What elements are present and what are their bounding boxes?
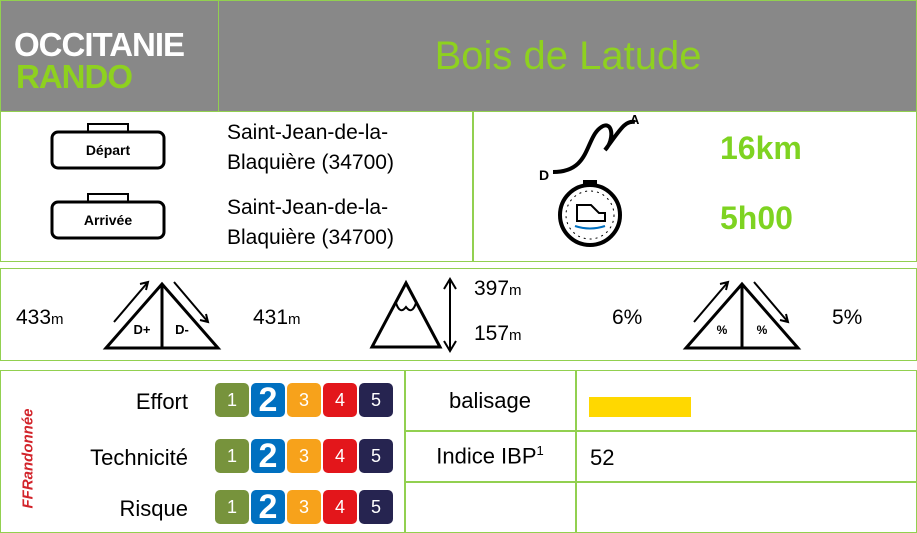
difficulty-level: 3 <box>287 490 321 524</box>
difficulty-label: Effort <box>135 389 188 414</box>
slope-icon: % % <box>682 280 802 350</box>
divider <box>575 370 577 533</box>
slope-icon-down: % <box>757 323 768 337</box>
gain: 433m <box>16 306 64 330</box>
difficulty-level: 2 <box>251 488 285 526</box>
altitude-icon <box>369 277 457 353</box>
difficulty-level: 3 <box>287 439 321 473</box>
gain-loss-icon: D+ D- <box>102 280 222 350</box>
profile-end: A <box>630 112 640 127</box>
route-icons: D A <box>539 112 640 247</box>
depart-icon: Départ <box>50 123 166 170</box>
difficulty-level: 1 <box>215 383 249 417</box>
slope-up: 6% <box>612 306 643 329</box>
federation-name: FFRandonnée <box>19 408 37 509</box>
divider <box>404 430 917 432</box>
difficulty-level: 5 <box>359 439 393 473</box>
loss-icon-label: D- <box>175 322 189 337</box>
arrivee-place: Saint-Jean-de-la-Blaquière (34700) <box>227 196 394 249</box>
max-unit: m <box>509 282 522 299</box>
arrivee-icon: Arrivée <box>50 193 166 240</box>
gain-unit: m <box>51 311 64 328</box>
arrivee-label: Arrivée <box>84 212 132 228</box>
balisage-label: balisage <box>449 388 531 413</box>
difficulty-level: 4 <box>323 383 357 417</box>
slope-icon-up: % <box>717 323 728 337</box>
difficulty-level: 1 <box>215 439 249 473</box>
federation-logo: FFRandonnée <box>8 405 48 525</box>
difficulty-level: 3 <box>287 383 321 417</box>
difficulty-level: 2 <box>251 381 285 419</box>
difficulty-level: 4 <box>323 439 357 473</box>
title: Bois de Latude <box>434 34 702 78</box>
loss: 431m <box>253 306 301 330</box>
balisage-color <box>589 397 691 417</box>
loss-value: 431 <box>253 306 289 329</box>
loss-unit: m <box>288 311 301 328</box>
header <box>0 0 917 112</box>
difficulty-level: 1 <box>215 490 249 524</box>
gain-icon-label: D+ <box>134 322 151 337</box>
ibp-label: Indice IBP1 <box>405 443 575 469</box>
difficulty-level: 2 <box>251 437 285 475</box>
slope-down: 5% <box>832 306 863 329</box>
logo-line2: RANDO <box>16 58 133 95</box>
divider <box>404 481 917 483</box>
distance: 16km <box>720 130 802 166</box>
ibp-text: Indice IBP <box>436 443 537 469</box>
gain-value: 433 <box>16 306 52 329</box>
divider <box>472 111 474 262</box>
min-altitude: 157m <box>474 322 522 346</box>
duration: 5h00 <box>720 200 793 236</box>
ibp-note: 1 <box>536 443 544 458</box>
difficulty-label: Technicité <box>90 445 188 470</box>
depart-label: Départ <box>86 142 131 158</box>
difficulty-level: 4 <box>323 490 357 524</box>
difficulty-level: 5 <box>359 383 393 417</box>
ibp-value: 52 <box>590 445 615 470</box>
profile-start: D <box>539 167 549 183</box>
difficulty-level: 5 <box>359 490 393 524</box>
logo-line1: OCCITANIE <box>14 26 185 63</box>
min-unit: m <box>509 327 522 344</box>
depart-place: Saint-Jean-de-la-Blaquière (34700) <box>227 121 394 174</box>
max-value: 397 <box>474 277 510 300</box>
min-value: 157 <box>474 322 510 345</box>
difficulty-label: Risque <box>119 496 188 521</box>
max-altitude: 397m <box>474 277 522 301</box>
